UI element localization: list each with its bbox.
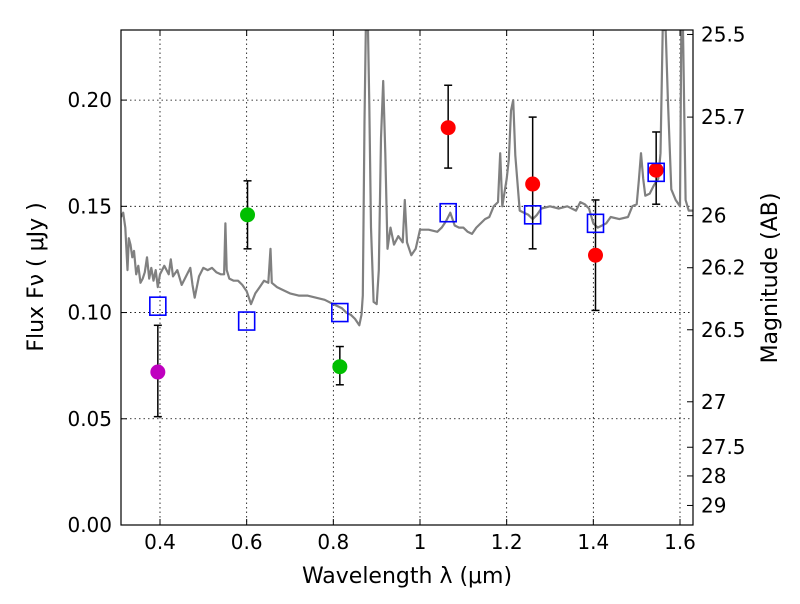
photometry-point — [588, 247, 603, 263]
model-photometry-square — [523, 205, 542, 225]
right-axis-label: Magnitude (AB) — [758, 193, 783, 364]
right-tick-label: 26.2 — [701, 256, 746, 280]
x-tick-label: 1.2 — [491, 530, 523, 554]
model-photometry-square — [237, 311, 256, 331]
photometry-point — [648, 162, 664, 178]
error-bars — [153, 84, 661, 418]
model-photometry-square — [439, 202, 457, 223]
right-tick-label: 26.5 — [701, 318, 746, 342]
model-sed-layer — [121, 30, 693, 327]
model-photometry-square — [149, 296, 167, 316]
model-photometry-square — [647, 162, 665, 183]
y-tick-label: 0.20 — [67, 88, 112, 112]
grid — [121, 30, 693, 526]
x-tick-label: 1.6 — [664, 530, 696, 554]
model-photometry-square — [331, 302, 349, 323]
right-tick-label: 25.7 — [701, 105, 746, 129]
model-photometry-square — [586, 213, 605, 234]
photometry-points — [150, 120, 664, 380]
axis-ticks: 0.4 0.6 0.8 1 1.2 1.4 1.6 0.00 0.05 0.10 0.15 0.20 2… — [67, 22, 745, 554]
y-tick-label: 0.15 — [67, 194, 112, 218]
x-tick-label: 1.4 — [577, 530, 609, 554]
photometry-point — [440, 120, 456, 136]
y-tick-label: 0.05 — [67, 407, 112, 431]
x-tick-label: 1 — [414, 530, 427, 554]
model-photometry-squares — [149, 162, 665, 331]
right-tick-label: 29 — [701, 493, 726, 517]
plot-frame — [120, 29, 694, 526]
x-tick-label: 0.4 — [144, 530, 176, 554]
photometry-point — [332, 359, 348, 375]
right-tick-label: 25.5 — [701, 22, 746, 46]
right-tick-label: 26 — [701, 204, 726, 228]
photometry-point — [150, 364, 166, 380]
y-axis-label: Flux Fν ( μJy ) — [24, 202, 49, 351]
photometry-point — [525, 176, 541, 192]
y-tick-label: 0.00 — [67, 513, 112, 537]
photometry-point — [240, 207, 256, 223]
x-axis-label: Wavelength λ (μm) — [302, 564, 512, 589]
x-tick-label: 0.6 — [231, 530, 263, 554]
right-tick-label: 27.5 — [701, 435, 746, 459]
right-tick-label: 27 — [701, 390, 726, 414]
x-tick-label: 0.8 — [317, 530, 349, 554]
right-tick-label: 28 — [701, 464, 726, 488]
model-sed-line — [121, 30, 693, 327]
y-tick-label: 0.10 — [67, 301, 112, 325]
